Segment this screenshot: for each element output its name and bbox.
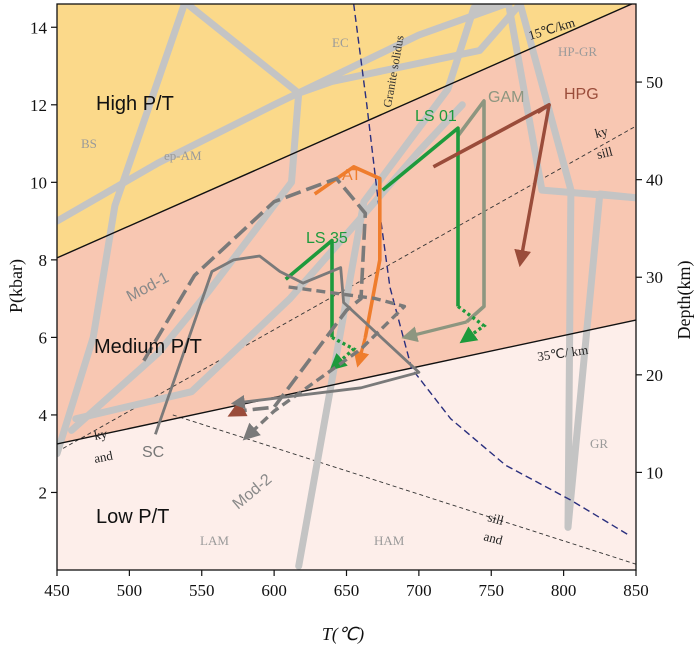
- path-gam-arrow: [401, 320, 468, 343]
- field-label-low-pt: Low P/T: [96, 506, 169, 528]
- path-mod1: [142, 176, 368, 417]
- y2-tick-label-10: 10: [646, 463, 663, 482]
- facies-label-gr: GR: [590, 436, 608, 451]
- y2-axis-title: Depth(km): [674, 261, 695, 340]
- path-label-hpg: HPG: [564, 86, 599, 103]
- facies-boundary-7: [295, 4, 636, 570]
- path-label-ls01: LS 01: [415, 108, 457, 125]
- reaction-label-ky-upper: ky: [593, 123, 610, 141]
- x-tick-label-550: 550: [189, 581, 215, 600]
- path-gam: [456, 99, 486, 324]
- y2-tick-label-20: 20: [646, 366, 663, 385]
- y2-tick-label-40: 40: [646, 171, 663, 190]
- x-tick-label-500: 500: [117, 581, 143, 600]
- y2-tick-label-30: 30: [646, 268, 663, 287]
- reaction-label-sill-right: sill: [486, 509, 506, 528]
- path-ls01: [381, 126, 460, 307]
- y-tick-label-2: 2: [39, 483, 48, 502]
- path-ls01-retro: [456, 305, 487, 344]
- y-tick-label-14: 14: [30, 18, 48, 37]
- path-at: [313, 165, 382, 338]
- facies-label-ham: HAM: [374, 533, 405, 548]
- facies-label-lam: LAM: [200, 533, 229, 548]
- path-label-ls35: LS 35: [306, 230, 348, 247]
- x-tick-label-650: 650: [334, 581, 360, 600]
- gradient-label-35: 35℃/ km: [536, 342, 589, 364]
- y-tick-label-4: 4: [39, 406, 48, 425]
- y2-tick-label-50: 50: [646, 73, 663, 92]
- path-mod2: [242, 285, 407, 441]
- y-axis-title: P(kbar): [6, 259, 27, 313]
- granite-solidus: [353, 4, 630, 536]
- reaction-label-sill-upper: sill: [595, 143, 614, 161]
- x-tick-label-700: 700: [406, 581, 432, 600]
- field-medium-pt: [57, 4, 636, 444]
- x-tick-label-450: 450: [44, 581, 70, 600]
- x-tick-label-750: 750: [479, 581, 505, 600]
- facies-boundary-1: [57, 4, 188, 458]
- x-tick-label-850: 850: [623, 581, 649, 600]
- gradient-line-1: [57, 4, 634, 259]
- field-low-pt: [57, 320, 636, 570]
- facies-label-ep-am: ep-AM: [164, 148, 202, 163]
- facies-label-bs: BS: [81, 136, 97, 151]
- reaction-label-and-lower: and: [93, 448, 115, 466]
- path-label-at: AT: [342, 167, 361, 184]
- path-label-sc: SC: [142, 444, 164, 461]
- facies-boundary-3: [72, 101, 466, 423]
- reaction-label-ky-lower: ky: [93, 426, 109, 443]
- y-tick-label-10: 10: [30, 173, 47, 192]
- x-axis-title: T(℃): [322, 624, 364, 645]
- x-tick-label-600: 600: [261, 581, 287, 600]
- facies-label-ec: EC: [332, 35, 349, 50]
- field-label-high-pt: High P/T: [96, 93, 174, 115]
- path-at-arrow: [353, 336, 370, 368]
- y-tick-label-12: 12: [30, 96, 47, 115]
- path-hpg-arrow: [514, 104, 551, 268]
- field-label-medium-pt: Medium P/T: [94, 336, 202, 358]
- path-ls35: [284, 238, 334, 338]
- gradient-line-2: [57, 319, 636, 445]
- path-label-gam: GAM: [488, 89, 524, 106]
- y-tick-label-6: 6: [39, 328, 48, 347]
- facies-boundary-4: [183, 4, 524, 97]
- y-tick-label-8: 8: [39, 251, 48, 270]
- facies-label-hp-gr: HP-GR: [558, 44, 597, 59]
- x-tick-label-800: 800: [551, 581, 577, 600]
- reaction-label-and-right: and: [482, 528, 504, 547]
- path-sc: [154, 254, 421, 435]
- facies-boundary-2: [57, 4, 510, 225]
- path-ls35-retro: [329, 335, 357, 371]
